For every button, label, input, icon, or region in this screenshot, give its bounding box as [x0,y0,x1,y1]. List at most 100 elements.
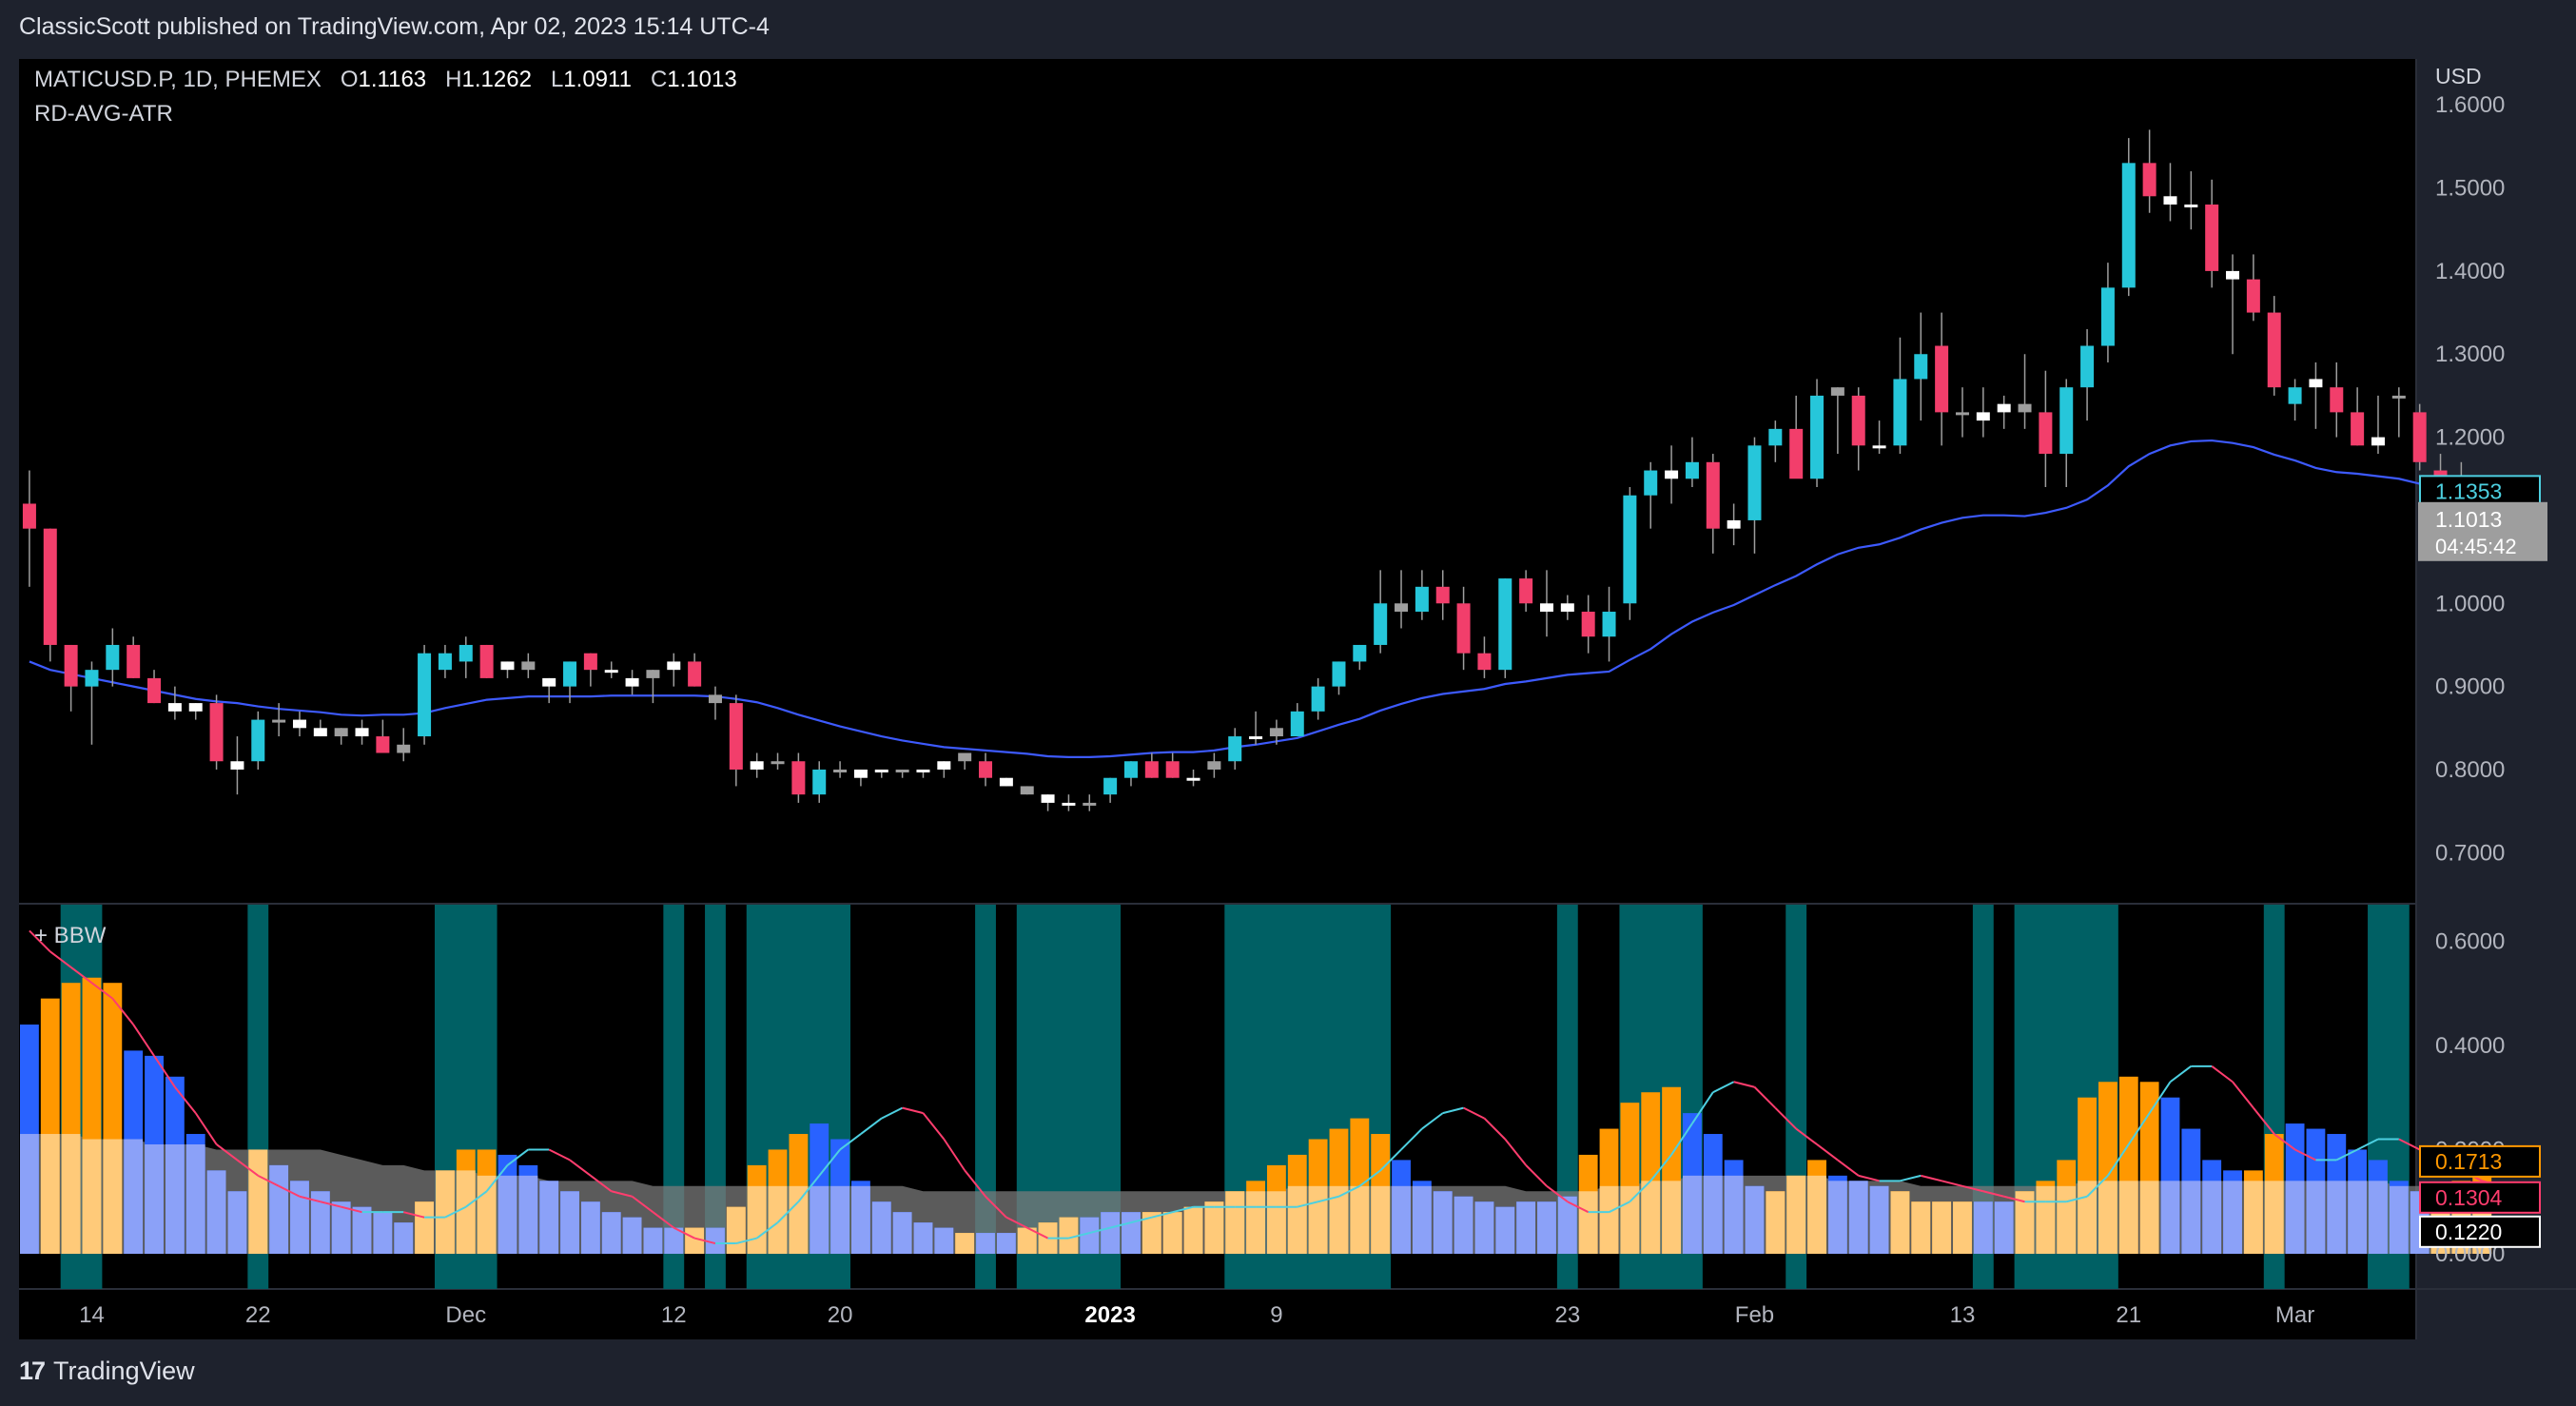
high-value: 1.1262 [461,67,532,92]
candle [64,644,78,712]
price-tick-label: 1.2000 [2435,425,2505,451]
candle [438,644,452,678]
symbol-legend[interactable]: MATICUSD.P, 1D, PHEMEX O1.1163 H1.1262 L… [34,67,737,93]
candle-body [2100,287,2115,346]
candle-body [1477,653,1492,671]
candle-body [812,769,827,795]
candle [1477,636,1492,678]
candle [812,761,827,803]
time-tick-label: 12 [661,1302,687,1328]
candle [1935,312,1949,446]
bbw-tick-label: 0.4000 [2435,1033,2505,1059]
candle-body [1685,461,1699,479]
candle-body [1041,794,1055,803]
signal-segment [153,1055,176,1088]
signal-segment [132,1024,155,1057]
bbw-bar-inner [706,1227,725,1254]
candle-body [167,703,182,712]
signal-segment [881,1106,904,1120]
bbw-bar-inner [747,1185,767,1254]
indicator-legend[interactable]: RD-AVG-ATR [34,101,173,127]
signal-segment [2003,1195,2025,1203]
bbw-value-box [2419,1215,2541,1248]
candle-body [459,644,473,662]
signal-segment [2335,1148,2358,1162]
candle-body [2080,345,2095,388]
signal-segment [1567,1201,1590,1214]
bbw-bar-inner [1848,1181,1868,1254]
signal-segment [1712,1081,1735,1094]
signal-segment [652,1211,674,1229]
candle [1872,420,1886,455]
ma-line [29,439,2462,758]
candle-body [874,769,888,772]
symbol-name[interactable]: MATICUSD.P, 1D, PHEMEX [34,67,322,92]
bbw-bar-inner [1059,1217,1079,1254]
candle [1062,794,1076,811]
signal-segment [1379,1148,1402,1172]
candle [1830,387,1844,455]
candle [2351,387,2365,446]
candle [1955,387,1969,438]
candle-body [1976,412,1990,421]
bbw-bar-inner [1827,1181,1847,1254]
candle-body [1020,786,1034,795]
candle-body [521,661,536,671]
price-axis[interactable]: USD1.60001.50001.40001.30001.20001.10001… [2435,64,2505,866]
candle [2163,163,2177,222]
candle-body [1706,461,1720,529]
bbw-bar-inner [643,1227,663,1254]
signal-segment [964,1169,986,1198]
signal-segment [2398,1138,2421,1151]
candle [1456,586,1471,671]
time-tick-label: 21 [2116,1302,2141,1328]
bbw-bar-inner [2015,1191,2035,1254]
candle [1435,570,1450,620]
currency-label: USD [2435,64,2482,88]
candle [1269,719,1283,745]
bbw-bar-inner [477,1175,497,1254]
bbw-bar-inner [1683,1175,1702,1254]
candle [500,661,515,678]
candle [1519,570,1533,613]
candle [43,528,57,662]
signal-segment [2274,1133,2296,1151]
time-tick-label: 2023 [1084,1302,1135,1328]
candle [1207,752,1221,778]
signal-segment [236,1159,259,1177]
countdown-label: 04:45:42 [2435,535,2517,558]
candle [1727,503,1741,546]
time-tick-label: 22 [245,1302,271,1328]
candle-body [438,653,452,671]
bbw-bar-inner [913,1222,933,1254]
candle [1768,420,1783,462]
signal-segment [1670,1123,1693,1156]
signal-segment [756,1221,779,1240]
signal-segment [194,1112,218,1145]
signal-segment [1068,1232,1090,1240]
last-price-box [2418,501,2547,561]
candle-body [1062,802,1076,806]
price-tick-label: 0.7000 [2435,840,2505,866]
candle [188,703,203,720]
tv-logo-icon: 17 [19,1357,46,1385]
candle-body [209,703,224,762]
candle-body [1332,661,1346,687]
bbw-bar-inner [1578,1191,1598,1254]
open-label: O [340,67,359,92]
bbw-bar-inner [810,1185,829,1254]
tradingview-logo[interactable]: 17 TradingView [19,1357,195,1386]
candle-body [1955,412,1969,416]
candle-body [1456,603,1471,654]
time-axis[interactable]: 14 22 Dec 12 20 2023 9 23 Feb 13 21 Mar [79,1302,2314,1328]
time-tick-label: Feb [1735,1302,1774,1328]
signal-segment [1691,1091,1714,1124]
signal-segment [1005,1216,1028,1229]
bbw-legend[interactable]: + BBW [34,923,107,948]
signal-segment [1442,1106,1464,1115]
candle-body [2330,387,2344,413]
signal-segment [1816,1143,1839,1162]
bbw-bar-inner [768,1185,788,1254]
price-tick-label: 1.6000 [2435,92,2505,118]
